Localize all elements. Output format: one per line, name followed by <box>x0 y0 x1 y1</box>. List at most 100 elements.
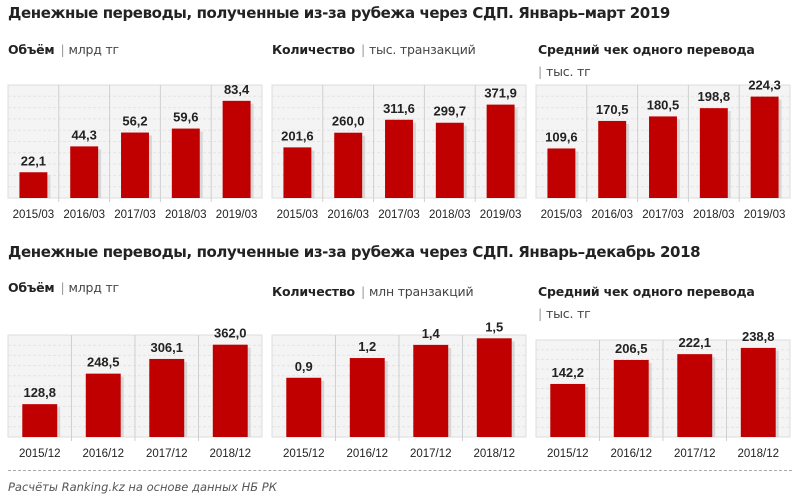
data-label: 170,5 <box>596 102 629 117</box>
bar <box>550 383 586 437</box>
bar <box>613 359 649 437</box>
subtitle-label: Количество <box>272 284 355 299</box>
x-tick-label: 2015/12 <box>19 448 61 460</box>
x-tick-label: 2019/03 <box>744 209 786 221</box>
bar <box>740 347 776 437</box>
data-label: 222,1 <box>678 335 711 350</box>
x-tick-label: 2016/12 <box>82 448 124 460</box>
x-tick-label: 2017/12 <box>410 448 452 460</box>
x-tick-label: 2017/12 <box>674 448 716 460</box>
bar <box>385 119 413 198</box>
bar <box>547 148 576 198</box>
bar <box>70 146 99 198</box>
chart-count-q1: 201,6 2015/03 260,0 2016/03 311,6 2017/03 299,… <box>271 84 527 221</box>
data-label: 206,5 <box>615 341 648 356</box>
data-label: 59,6 <box>173 110 198 125</box>
bar <box>22 404 58 437</box>
bar <box>699 108 728 198</box>
chart-avg-check-2018: 142,2 2015/12 206,5 2016/12 222,1 2017/12 238,… <box>535 329 791 460</box>
x-tick-label: 2015/03 <box>277 209 319 221</box>
x-tick-label: 2019/03 <box>480 209 522 221</box>
x-tick-label: 2019/03 <box>216 209 258 221</box>
x-tick-label: 2018/12 <box>473 448 515 460</box>
data-label: 248,5 <box>87 355 120 370</box>
data-label: 1,5 <box>485 319 503 334</box>
subtitle-label: Средний чек одного перевода <box>538 42 755 57</box>
subtitle-unit: тыс. транзакций <box>368 42 476 57</box>
x-tick-label: 2016/03 <box>63 209 105 221</box>
subtitle-unit: тыс. тг <box>546 306 591 321</box>
data-label: 306,1 <box>150 340 183 355</box>
data-label: 83,4 <box>224 82 250 97</box>
x-tick-label: 2016/12 <box>610 448 652 460</box>
bar <box>222 100 251 198</box>
bar <box>649 116 677 198</box>
chart-volume-2018: 128,8 2015/12 248,5 2016/12 306,1 2017/12 362,… <box>7 326 263 460</box>
section-title-2018: Денежные переводы, полученные из-за рубе… <box>8 243 701 261</box>
x-tick-label: 2016/12 <box>346 448 388 460</box>
data-label: 44,3 <box>72 127 97 142</box>
x-tick-label: 2018/12 <box>737 448 779 460</box>
subtitle-unit: млрд тг <box>68 42 119 57</box>
chart-count-2018: 0,9 2015/12 1,2 2016/12 1,4 2017/12 1,5 2018/12 <box>271 319 527 460</box>
x-tick-label: 2015/03 <box>541 209 583 221</box>
bar <box>476 338 512 437</box>
subtitle-label: Объём <box>8 42 55 57</box>
x-tick-label: 2018/03 <box>693 209 735 221</box>
x-tick-label: 2015/12 <box>283 448 325 460</box>
bar <box>349 358 385 437</box>
subtitle-avg-2018: Средний чек одного перевода | тыс. тг <box>538 284 755 321</box>
bar <box>598 120 627 198</box>
data-label: 0,9 <box>295 359 313 374</box>
x-tick-label: 2016/03 <box>591 209 633 221</box>
subtitle-volume-q1: Объём | млрд тг <box>8 42 119 57</box>
data-label: 22,1 <box>21 153 46 168</box>
x-tick-label: 2017/03 <box>642 209 684 221</box>
bar <box>283 147 312 198</box>
bar <box>286 377 322 437</box>
bar <box>334 132 363 198</box>
x-tick-label: 2017/03 <box>114 209 156 221</box>
data-label: 311,6 <box>383 101 415 116</box>
data-label: 238,8 <box>742 329 775 344</box>
bar <box>677 354 713 437</box>
data-label: 180,5 <box>647 97 680 112</box>
x-tick-label: 2016/03 <box>327 209 369 221</box>
x-tick-label: 2017/03 <box>378 209 420 221</box>
divider <box>8 470 792 471</box>
subtitle-label: Средний чек одного перевода <box>538 284 755 299</box>
subtitle-volume-2018: Объём | млрд тг <box>8 280 119 295</box>
subtitle-label: Объём <box>8 280 55 295</box>
subtitle-unit: млн транзакций <box>368 284 474 299</box>
x-tick-label: 2018/03 <box>429 209 471 221</box>
bar <box>413 344 449 437</box>
data-label: 260,0 <box>332 114 365 129</box>
data-label: 128,8 <box>23 385 56 400</box>
data-label: 224,3 <box>748 78 781 93</box>
section-title-q1-2019: Денежные переводы, полученные из-за рубе… <box>8 4 670 22</box>
data-label: 201,6 <box>281 128 314 143</box>
subtitle-unit: млрд тг <box>68 280 119 295</box>
subtitle-count-2018: Количество | млн транзакций <box>272 284 474 299</box>
bar <box>486 104 515 198</box>
data-label: 198,8 <box>698 89 731 104</box>
data-label: 371,9 <box>484 86 517 101</box>
data-label: 109,6 <box>545 129 578 144</box>
x-tick-label: 2015/12 <box>547 448 589 460</box>
bar <box>750 96 779 198</box>
bar <box>149 358 185 437</box>
x-tick-label: 2018/03 <box>165 209 207 221</box>
data-label: 1,2 <box>358 339 376 354</box>
bar <box>19 172 48 198</box>
chart-avg-check-q1: 109,6 2015/03 170,5 2016/03 180,5 2017/03 198,… <box>535 78 791 221</box>
subtitle-label: Количество <box>272 42 355 57</box>
chart-volume-q1: 22,1 2015/03 44,3 2016/03 56,2 2017/03 59,6 201… <box>7 82 263 221</box>
data-label: 142,2 <box>551 365 584 380</box>
data-label: 56,2 <box>122 114 147 129</box>
bar <box>171 128 200 198</box>
bar <box>121 132 149 198</box>
footnote: Расчёты Ranking.kz на основе данных НБ Р… <box>8 480 277 494</box>
x-tick-label: 2015/03 <box>13 209 55 221</box>
data-label: 362,0 <box>214 326 247 341</box>
